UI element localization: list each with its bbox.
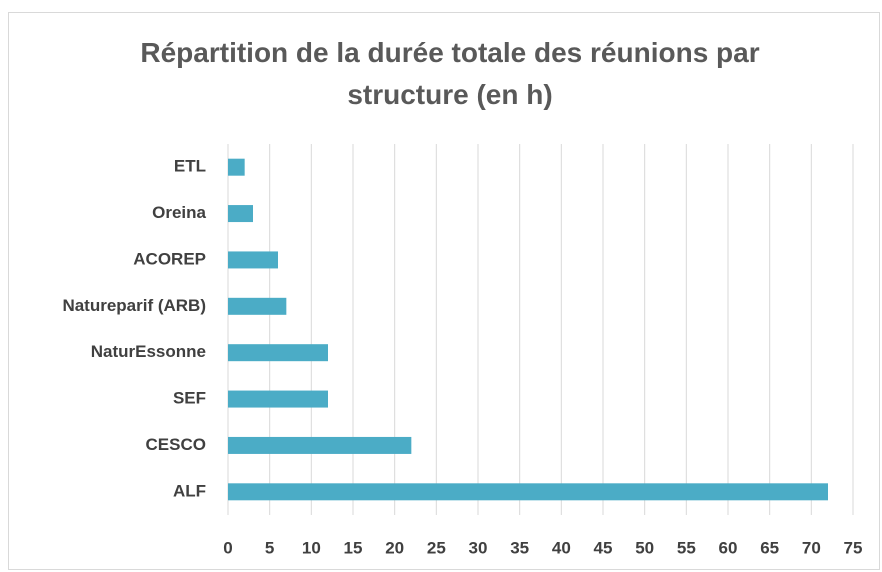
y-tick-label: ETL (174, 157, 206, 176)
x-tick-label: 15 (344, 538, 363, 557)
x-tick-label: 10 (302, 538, 321, 557)
x-tick-label: 40 (552, 538, 571, 557)
bar (228, 251, 278, 269)
x-tick-label: 20 (385, 538, 404, 557)
y-tick-label: CESCO (146, 435, 206, 454)
bar (228, 205, 253, 223)
bar (228, 158, 245, 176)
y-tick-label: NaturEssonne (91, 342, 206, 361)
x-tick-label: 25 (427, 538, 446, 557)
y-tick-label: ACOREP (133, 249, 206, 268)
x-tick-label: 55 (677, 538, 696, 557)
x-tick-label: 70 (802, 538, 821, 557)
x-tick-label: 75 (844, 538, 863, 557)
chart-frame (8, 12, 880, 570)
bar (228, 390, 328, 408)
y-tick-label: Oreina (152, 203, 206, 222)
x-tick-label: 0 (223, 538, 232, 557)
y-tick-label: SEF (173, 389, 206, 408)
x-tick-label: 45 (594, 538, 613, 557)
chart-title: Répartition de la durée totale des réuni… (140, 37, 760, 110)
bar (228, 436, 412, 454)
x-tick-label: 65 (760, 538, 779, 557)
bar (228, 483, 828, 501)
y-tick-label: ALF (173, 481, 206, 500)
x-tick-label: 5 (265, 538, 274, 557)
bar (228, 344, 328, 362)
x-tick-label: 35 (510, 538, 529, 557)
x-tick-label: 50 (635, 538, 654, 557)
y-tick-label: Natureparif (ARB) (62, 296, 206, 315)
bar (228, 297, 287, 315)
x-tick-label: 30 (469, 538, 488, 557)
x-tick-label: 60 (719, 538, 738, 557)
